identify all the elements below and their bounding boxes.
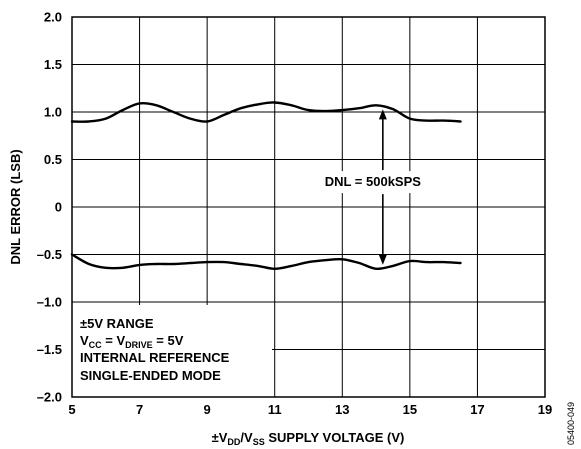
y-tick-label: 0.5 — [44, 152, 62, 167]
arrow-head-down — [378, 254, 387, 265]
y-tick-label: –2.0 — [37, 390, 62, 405]
y-tick-label: –0.5 — [37, 247, 62, 262]
y-tick-label: –1.0 — [37, 295, 62, 310]
y-tick-label: 1.0 — [44, 105, 62, 120]
condition-reference: INTERNAL REFERENCE — [80, 350, 230, 365]
y-tick-labels: 2.0 1.5 1.0 0.5 0 –0.5 –1.0 –1.5 –2.0 — [37, 10, 62, 405]
annotation-label-bg — [304, 171, 445, 194]
y-tick-label: 0 — [55, 200, 62, 215]
x-axis-title: ±VDD/VSS SUPPLY VOLTAGE (V) — [212, 430, 405, 447]
figure-id: 05400-049 — [566, 402, 576, 445]
conditions-box — [72, 305, 272, 397]
x-tick-label: 9 — [204, 402, 211, 417]
series-line-lower — [70, 253, 462, 271]
x-tick-label: 19 — [538, 402, 552, 417]
y-axis-title: DNL ERROR (LSB) — [8, 149, 23, 264]
x-tick-labels: 5 7 9 11 13 15 17 19 — [68, 402, 552, 417]
grid-lines — [72, 17, 545, 397]
x-tick-label: 17 — [470, 402, 484, 417]
plot-frame — [71, 16, 546, 398]
x-tick-label: 13 — [335, 402, 349, 417]
y-tick-label: 1.5 — [44, 57, 62, 72]
y-tick-label: 2.0 — [44, 10, 62, 25]
condition-supply: VCC = VDRIVE = 5V — [80, 333, 184, 350]
condition-mode: SINGLE-ENDED MODE — [80, 368, 221, 383]
condition-range: ±5V RANGE — [80, 316, 154, 331]
arrow-head-up — [378, 109, 387, 120]
dnl-annotation: DNL = 500kSPS — [304, 109, 445, 265]
series-line-upper — [70, 101, 462, 123]
x-tick-label: 7 — [136, 402, 143, 417]
x-tick-label: 5 — [68, 402, 75, 417]
y-tick-label: –1.5 — [37, 342, 62, 357]
x-tick-label: 15 — [403, 402, 417, 417]
x-tick-label: 11 — [268, 402, 282, 417]
data-series — [70, 101, 462, 271]
dnl-label: DNL = 500kSPS — [325, 174, 422, 189]
